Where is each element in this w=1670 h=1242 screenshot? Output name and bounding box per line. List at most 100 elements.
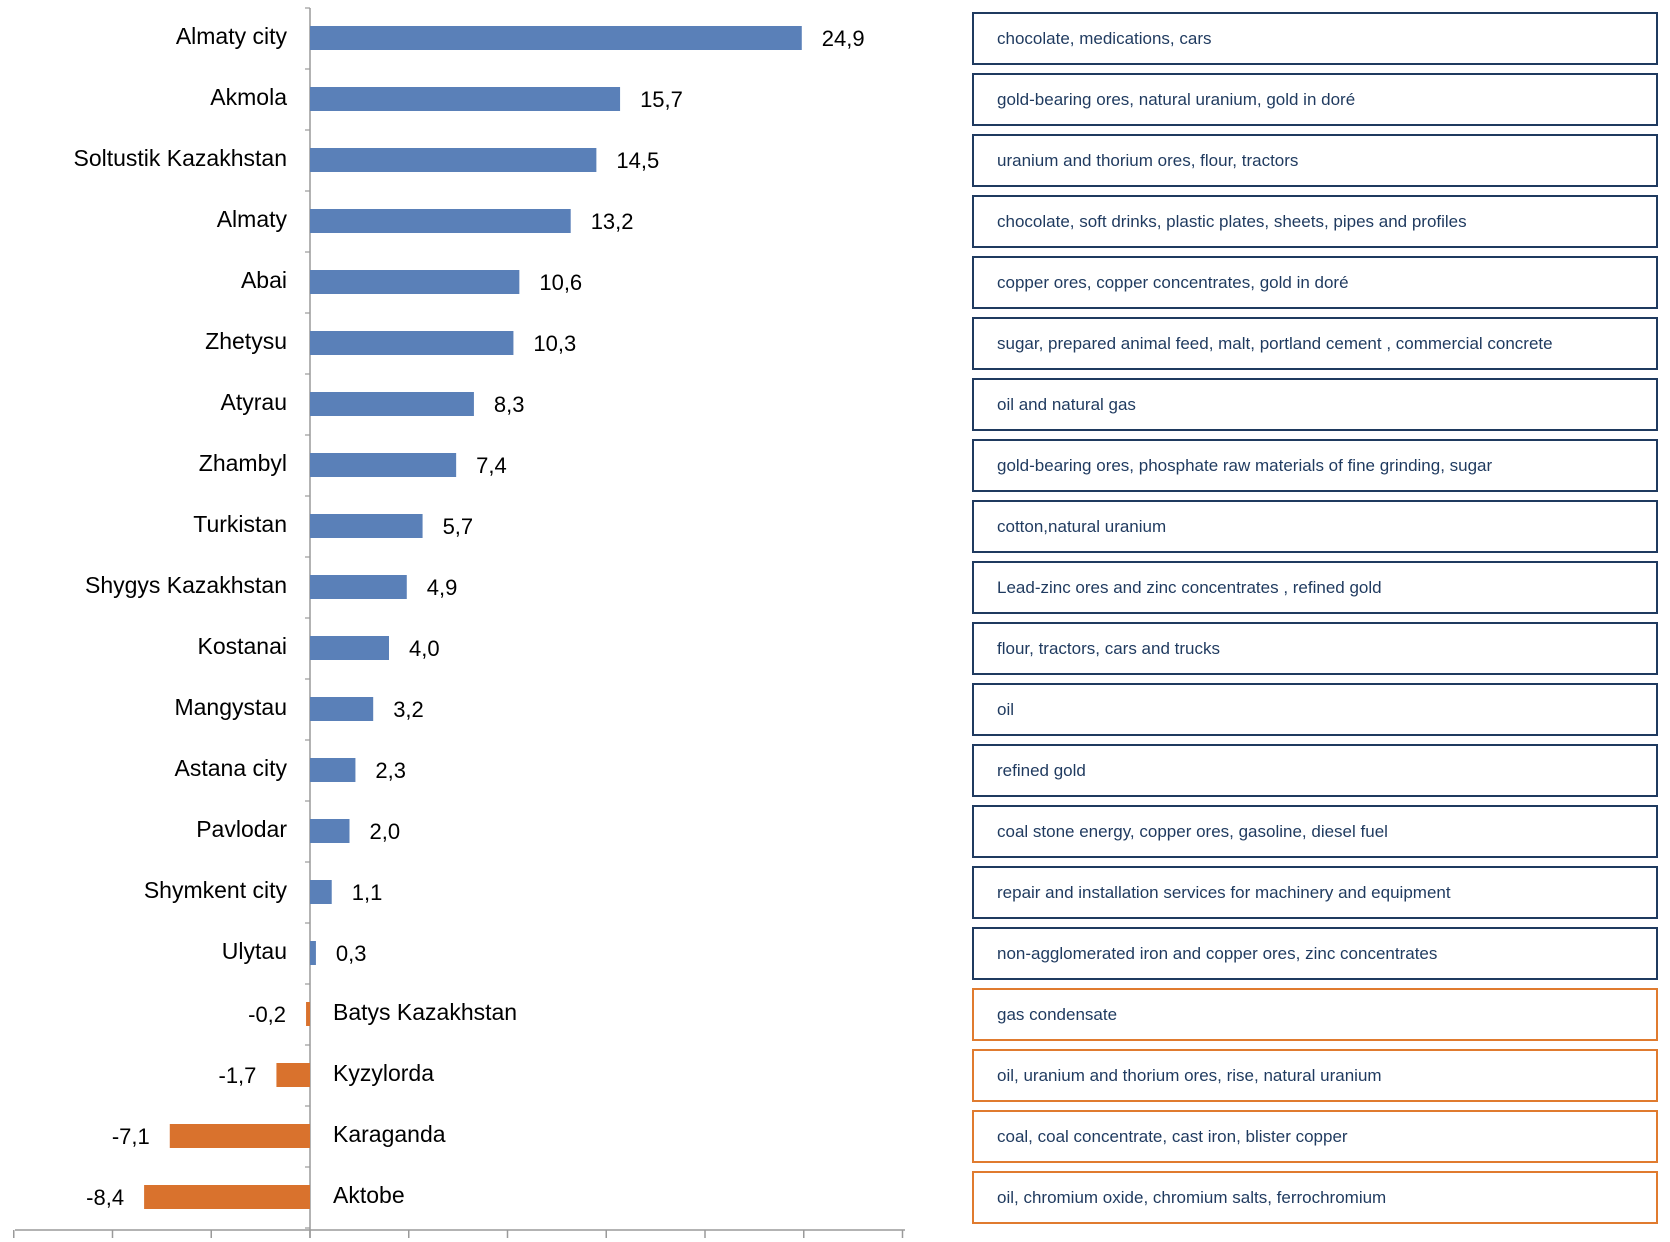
product-box: oil, chromium oxide, chromium salts, fer… [972,1171,1658,1224]
value-label: 4,9 [427,575,458,600]
value-label: -8,4 [86,1185,124,1210]
bar [310,270,520,294]
product-box: copper ores, copper concentrates, gold i… [972,256,1658,309]
product-text: repair and installation services for mac… [997,882,1451,902]
region-label: Aktobe [333,1182,405,1208]
region-label: Almaty [217,206,288,232]
region-label: Akmola [210,84,287,110]
bar [310,331,514,355]
product-box: gas condensate [972,988,1658,1041]
product-box: cotton,natural uranium [972,500,1658,553]
bar [144,1185,310,1209]
product-box: gold-bearing ores, natural uranium, gold… [972,73,1658,126]
product-box: refined gold [972,744,1658,797]
region-label: Turkistan [193,511,287,537]
region-label: Abai [241,267,287,293]
region-label: Karaganda [333,1121,446,1147]
product-box: chocolate, soft drinks, plastic plates, … [972,195,1658,248]
product-text: coal, coal concentrate, cast iron, blist… [997,1126,1348,1146]
product-text: refined gold [997,760,1086,780]
value-label: 1,1 [352,880,383,905]
value-label: 0,3 [336,941,367,966]
value-label: 8,3 [494,392,525,417]
bar [310,87,621,111]
value-label: -1,7 [219,1063,257,1088]
region-label: Kyzylorda [333,1060,434,1086]
bar [310,514,423,538]
product-text: oil, chromium oxide, chromium salts, fer… [997,1187,1387,1207]
product-box: coal, coal concentrate, cast iron, blist… [972,1110,1658,1163]
value-label: 4,0 [409,636,440,661]
region-label: Pavlodar [196,816,287,842]
regional-bar-chart: Almaty city 24,9 Akmola 15,7 Soltustik Kazak… [13,7,905,1238]
region-label: Almaty city [176,23,288,49]
product-text: coal stone energy, copper ores, gasoline… [997,821,1388,841]
product-box: oil and natural gas [972,378,1658,431]
value-label: -0,2 [248,1002,286,1027]
bar [276,1063,310,1087]
product-box: repair and installation services for mac… [972,866,1658,919]
bar [310,636,389,660]
value-label: 10,3 [533,331,576,356]
product-text: Lead-zinc ores and zinc concentrates , r… [997,577,1382,597]
region-label: Atyrau [221,389,287,415]
value-label: 13,2 [591,209,634,234]
product-box: oil [972,683,1658,736]
chart-bars [144,26,802,1209]
product-text: oil, uranium and thorium ores, rise, nat… [997,1065,1382,1085]
product-box: Lead-zinc ores and zinc concentrates , r… [972,561,1658,614]
value-label: 24,9 [822,26,865,51]
product-box: oil, uranium and thorium ores, rise, nat… [972,1049,1658,1102]
bar [310,819,350,843]
product-text: oil and natural gas [997,394,1136,414]
value-label: 15,7 [640,87,683,112]
region-label: Astana city [175,755,288,781]
product-text: gold-bearing ores, natural uranium, gold… [997,89,1356,109]
value-label: 7,4 [476,453,507,478]
product-box: sugar, prepared animal feed, malt, portl… [972,317,1658,370]
bar [310,575,407,599]
value-label: 2,0 [370,819,401,844]
product-box: chocolate, medications, cars [972,12,1658,65]
region-label: Zhambyl [199,450,287,476]
value-label: 2,3 [375,758,406,783]
region-label: Shymkent city [144,877,288,903]
product-box: coal stone energy, copper ores, gasoline… [972,805,1658,858]
chart-labels: Almaty city 24,9 Akmola 15,7 Soltustik Kazak… [73,23,864,1210]
product-text: gas condensate [997,1004,1118,1024]
region-label: Soltustik Kazakhstan [73,145,287,171]
product-text: non-agglomerated iron and copper ores, z… [997,943,1438,963]
value-label: 14,5 [616,148,659,173]
region-label: Ulytau [222,938,287,964]
value-label: 5,7 [443,514,474,539]
region-label: Mangystau [174,694,287,720]
product-text: sugar, prepared animal feed, malt, portl… [997,333,1553,353]
bar [169,1124,310,1148]
product-text: oil [997,699,1015,719]
product-text: chocolate, medications, cars [997,28,1212,48]
value-label: 3,2 [393,697,424,722]
product-text: gold-bearing ores, phosphate raw materia… [997,455,1493,475]
value-label: -7,1 [112,1124,150,1149]
bar [306,1002,310,1026]
bar [310,453,457,477]
bar [310,758,356,782]
bar [310,697,374,721]
bar [310,941,316,965]
product-box: gold-bearing ores, phosphate raw materia… [972,439,1658,492]
product-text: chocolate, soft drinks, plastic plates, … [997,211,1467,231]
product-box: uranium and thorium ores, flour, tractor… [972,134,1658,187]
value-label: 10,6 [539,270,582,295]
bar [310,392,474,416]
region-label: Zhetysu [205,328,287,354]
bar [310,209,571,233]
bar [310,26,802,50]
chart-axes [13,7,905,1238]
product-text: flour, tractors, cars and trucks [997,638,1220,658]
product-text: cotton,natural uranium [997,516,1167,536]
region-label: Shygys Kazakhstan [85,572,287,598]
products-panel: chocolate, medications, cars gold-bearing… [972,0,1664,1242]
bar [310,880,332,904]
bar [310,148,597,172]
product-text: copper ores, copper concentrates, gold i… [997,272,1349,292]
